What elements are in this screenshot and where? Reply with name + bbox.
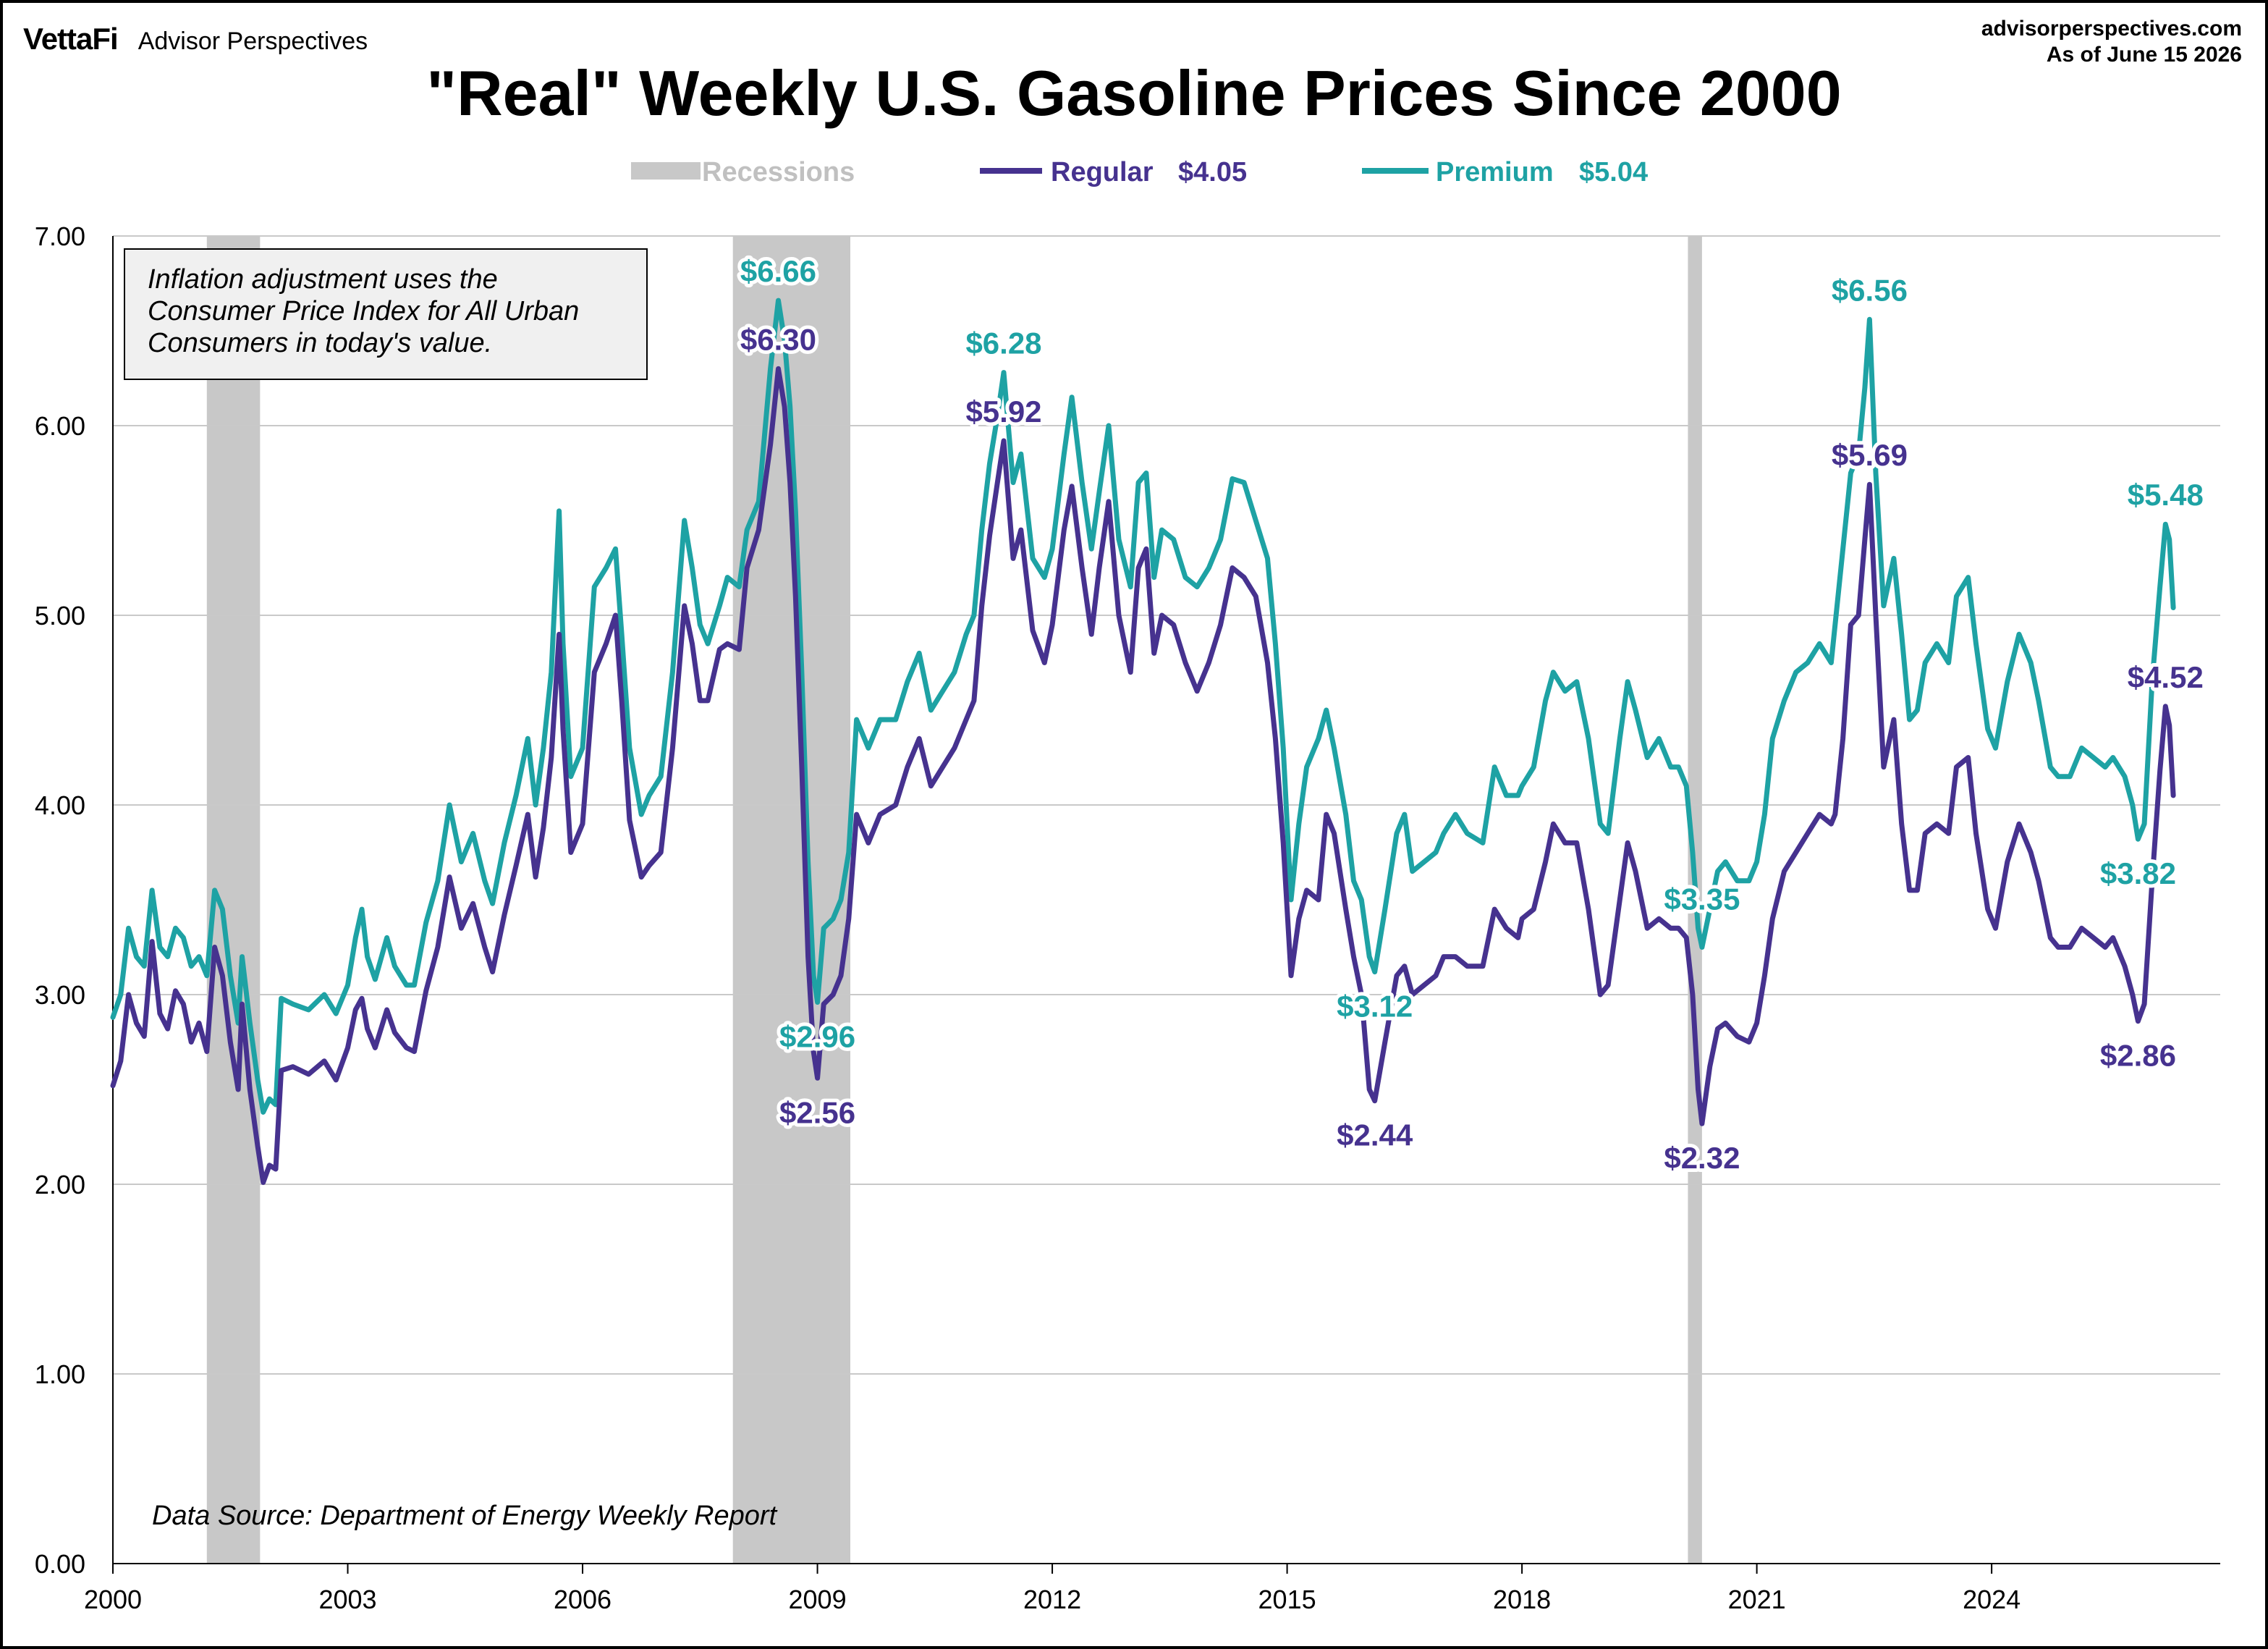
y-tick-label: 6.00 — [35, 411, 85, 441]
data-label: $2.56 — [779, 1095, 855, 1129]
data-source-note: Data Source: Department of Energy Weekly… — [152, 1501, 778, 1531]
y-tick-label: 4.00 — [35, 790, 85, 820]
x-tick-label: 2018 — [1493, 1585, 1551, 1614]
x-tick-label: 2000 — [84, 1585, 142, 1614]
data-label: $3.82 — [2100, 856, 2176, 890]
y-tick-label: 1.00 — [35, 1359, 85, 1389]
data-label: $2.44 — [1337, 1118, 1413, 1152]
data-label: $5.92 — [965, 395, 1041, 429]
data-label: $6.56 — [1832, 273, 1908, 307]
vettafi-logo: VettaFi — [23, 22, 119, 56]
y-tick-label: 0.00 — [35, 1549, 85, 1579]
x-tick-label: 2015 — [1258, 1585, 1316, 1614]
y-tick-label: 5.00 — [35, 601, 85, 630]
data-label: $3.35 — [1664, 882, 1740, 916]
legend-premium-label: Premium — [1436, 157, 1554, 187]
data-label: $4.52 — [2128, 660, 2204, 694]
data-label: $5.69 — [1832, 438, 1908, 472]
inflation-note-line: Inflation adjustment uses the — [148, 264, 498, 295]
data-label: $6.66 — [740, 254, 816, 288]
site-url: advisorperspectives.com — [1981, 17, 2242, 41]
x-tick-label: 2012 — [1023, 1585, 1081, 1614]
data-label: $6.30 — [740, 322, 816, 356]
y-tick-label: 3.00 — [35, 980, 85, 1010]
x-tick-label: 2003 — [318, 1585, 376, 1614]
legend-premium-value: $5.04 — [1579, 157, 1648, 187]
chart-title: "Real" Weekly U.S. Gasoline Prices Since… — [426, 57, 1842, 129]
data-label: $3.12 — [1337, 990, 1413, 1024]
y-tick-label: 7.00 — [35, 222, 85, 251]
data-label: $2.32 — [1664, 1141, 1740, 1175]
series-line-regular — [110, 366, 2176, 1185]
legend-regular-value: $4.05 — [1178, 157, 1247, 187]
data-label: $6.28 — [965, 326, 1041, 360]
data-label: $2.96 — [779, 1019, 855, 1053]
data-label: $2.86 — [2100, 1039, 2176, 1073]
inflation-note-box — [124, 248, 648, 380]
data-label: $5.48 — [2128, 478, 2204, 512]
x-tick-label: 2006 — [554, 1585, 612, 1614]
legend-regular-label: Regular — [1051, 157, 1154, 187]
legend-recessions-label: Recessions — [702, 157, 855, 187]
inflation-note-line: Consumer Price Index for All Urban — [148, 296, 579, 326]
brand-header: VettaFi Advisor Perspectives — [23, 22, 368, 56]
series-line-premium — [110, 298, 2176, 1115]
brand-name: Advisor Perspectives — [137, 28, 368, 55]
as-of-date: As of June 15 2026 — [2046, 43, 2242, 67]
legend-recessions-swatch — [631, 162, 701, 180]
y-tick-label: 2.00 — [35, 1170, 85, 1199]
legend: Recessions Regular $4.05 Premium $5.04 — [631, 157, 1648, 187]
x-tick-label: 2009 — [789, 1585, 847, 1614]
source-site: advisorperspectives.com As of June 15 20… — [1981, 16, 2242, 68]
x-tick-label: 2021 — [1728, 1585, 1786, 1614]
inflation-note-line: Consumers in today's value. — [148, 328, 492, 358]
x-tick-label: 2024 — [1963, 1585, 2021, 1614]
